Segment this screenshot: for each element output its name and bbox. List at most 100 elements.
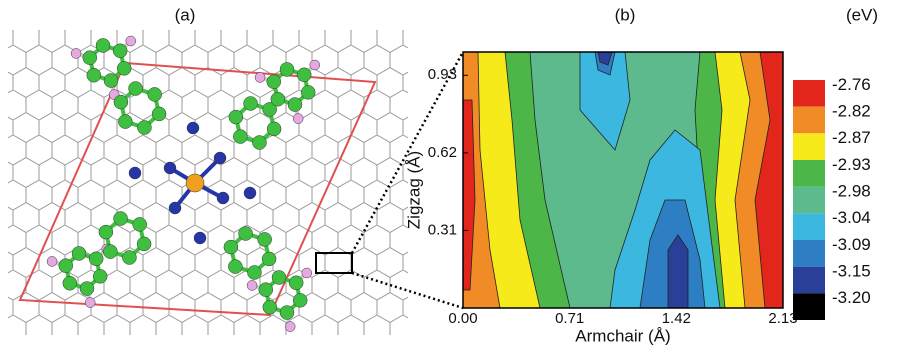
- carbon: [267, 75, 281, 89]
- colorbar-swatch: [793, 160, 825, 187]
- contour-region: [668, 235, 688, 308]
- nitrogen: [217, 192, 229, 204]
- nitrogen: [164, 162, 176, 174]
- carbon: [258, 232, 272, 246]
- panel-label: (b): [615, 5, 636, 24]
- carbon: [104, 74, 118, 88]
- hydrogen: [293, 114, 303, 124]
- colorbar-label: -3.09: [832, 235, 871, 254]
- carbon: [280, 62, 294, 76]
- carbon: [228, 260, 242, 274]
- carbon: [252, 136, 266, 150]
- colorbar-label: -3.04: [832, 208, 871, 227]
- colorbar: (eV) -2.76-2.82-2.87-2.93-2.98-3.04-3.09…: [793, 5, 878, 320]
- nitrogen: [194, 232, 206, 244]
- carbon: [271, 92, 285, 106]
- carbon: [137, 237, 151, 251]
- carbon: [80, 282, 94, 296]
- carbon: [224, 240, 238, 254]
- carbon: [301, 85, 315, 99]
- x-tick-label: 0.00: [448, 310, 477, 327]
- x-tick-label: 1.42: [662, 310, 691, 327]
- colorbar-label: -2.87: [832, 128, 871, 147]
- carbon: [148, 87, 162, 101]
- carbon: [247, 266, 261, 280]
- y-tick-label: 0.31: [428, 221, 457, 238]
- colorbar-swatch: [793, 213, 825, 240]
- metal-atom: [186, 174, 204, 192]
- carbon: [259, 283, 273, 297]
- carbon: [280, 306, 294, 320]
- nitrogen: [214, 152, 226, 164]
- carbon: [118, 115, 132, 129]
- colorbar-label: -2.76: [832, 75, 871, 94]
- colorbar-swatch: [793, 80, 825, 107]
- carbon: [263, 300, 277, 314]
- hydrogen: [285, 322, 295, 332]
- carbon: [114, 211, 128, 225]
- carbon: [117, 61, 131, 75]
- carbon: [103, 245, 117, 259]
- nitrogen: [129, 167, 141, 179]
- carbon: [93, 269, 107, 283]
- y-tick-label: 0.93: [428, 66, 457, 83]
- nitrogen: [244, 187, 256, 199]
- carbon: [293, 293, 307, 307]
- carbon: [239, 226, 253, 240]
- carbon: [229, 110, 243, 124]
- hydrogen: [302, 268, 312, 278]
- colorbar-swatch: [793, 267, 825, 294]
- carbon: [272, 270, 286, 284]
- hydrogen: [247, 280, 257, 290]
- carbon: [297, 68, 311, 82]
- carbon: [267, 122, 281, 136]
- panel-a: (a): [8, 5, 463, 335]
- carbon: [244, 96, 258, 110]
- hydrogen: [310, 60, 320, 70]
- hydrogen: [47, 256, 57, 266]
- colorbar-swatch: [793, 107, 825, 134]
- carbon: [96, 38, 110, 52]
- carbon: [87, 68, 101, 82]
- carbon: [129, 81, 143, 95]
- y-axis-label: Zigzag (Å): [404, 151, 423, 229]
- colorbar-label: -2.93: [832, 155, 871, 174]
- carbon: [233, 130, 247, 144]
- colorbar-label: -2.82: [832, 101, 871, 120]
- nitrogen: [169, 202, 181, 214]
- colorbar-swatch: [793, 133, 825, 160]
- carbon: [63, 276, 77, 290]
- carbon: [262, 252, 276, 266]
- panel-label: (a): [175, 5, 196, 24]
- colorbar-swatch: [793, 293, 825, 320]
- carbon: [59, 259, 73, 273]
- hydrogen: [71, 48, 81, 58]
- carbon: [289, 276, 303, 290]
- x-tick-label: 0.71: [555, 310, 584, 327]
- carbon: [113, 44, 127, 58]
- hydrogen: [126, 36, 136, 46]
- carbon: [89, 252, 103, 266]
- nitrogen: [187, 122, 199, 134]
- carbon: [99, 225, 113, 239]
- carbon: [288, 98, 302, 112]
- colorbar-swatch: [793, 240, 825, 267]
- colorbar-label: -3.15: [832, 261, 871, 280]
- carbon: [133, 217, 147, 231]
- carbon: [114, 95, 128, 109]
- y-tick-label: 0.62: [428, 144, 457, 161]
- carbon: [83, 51, 97, 65]
- carbon: [152, 107, 166, 121]
- hydrogen: [85, 298, 95, 308]
- colorbar-label: -3.20: [832, 288, 871, 307]
- carbon: [72, 246, 86, 260]
- colorbar-swatch: [793, 187, 825, 214]
- carbon: [137, 121, 151, 135]
- colorbar-label: -2.98: [832, 181, 871, 200]
- x-axis-label: Armchair (Å): [575, 326, 670, 345]
- carbon: [122, 251, 136, 265]
- figure: (a) (b) 0.000.711.422.130.310.620.93 Arm…: [0, 0, 909, 350]
- hydrogen: [255, 72, 265, 82]
